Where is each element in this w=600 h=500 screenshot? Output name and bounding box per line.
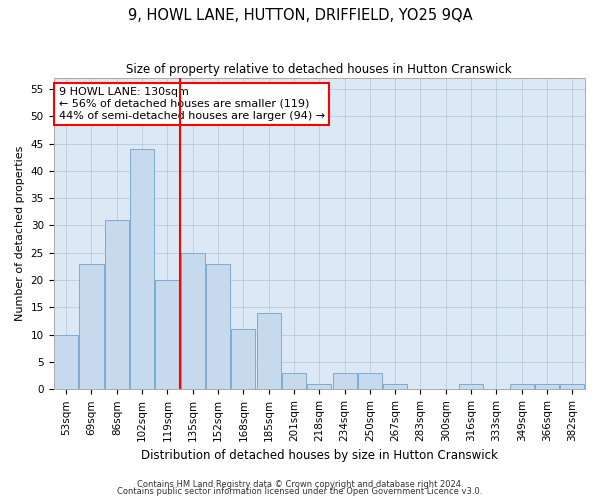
Bar <box>79 264 104 390</box>
Y-axis label: Number of detached properties: Number of detached properties <box>15 146 25 322</box>
Bar <box>332 373 356 390</box>
Bar <box>232 330 256 390</box>
Bar <box>282 373 306 390</box>
Bar <box>535 384 559 390</box>
Bar <box>560 384 584 390</box>
Bar <box>155 280 179 390</box>
Bar <box>54 334 78 390</box>
Bar <box>206 264 230 390</box>
Text: 9 HOWL LANE: 130sqm
← 56% of detached houses are smaller (119)
44% of semi-detac: 9 HOWL LANE: 130sqm ← 56% of detached ho… <box>59 88 325 120</box>
X-axis label: Distribution of detached houses by size in Hutton Cranswick: Distribution of detached houses by size … <box>141 450 498 462</box>
Bar <box>383 384 407 390</box>
Bar <box>257 313 281 390</box>
Bar <box>510 384 534 390</box>
Bar <box>130 149 154 390</box>
Bar <box>358 373 382 390</box>
Bar <box>105 220 129 390</box>
Bar <box>181 253 205 390</box>
Text: Contains HM Land Registry data © Crown copyright and database right 2024.: Contains HM Land Registry data © Crown c… <box>137 480 463 489</box>
Text: 9, HOWL LANE, HUTTON, DRIFFIELD, YO25 9QA: 9, HOWL LANE, HUTTON, DRIFFIELD, YO25 9Q… <box>128 8 472 22</box>
Bar <box>307 384 331 390</box>
Bar <box>459 384 483 390</box>
Title: Size of property relative to detached houses in Hutton Cranswick: Size of property relative to detached ho… <box>127 62 512 76</box>
Text: Contains public sector information licensed under the Open Government Licence v3: Contains public sector information licen… <box>118 487 482 496</box>
